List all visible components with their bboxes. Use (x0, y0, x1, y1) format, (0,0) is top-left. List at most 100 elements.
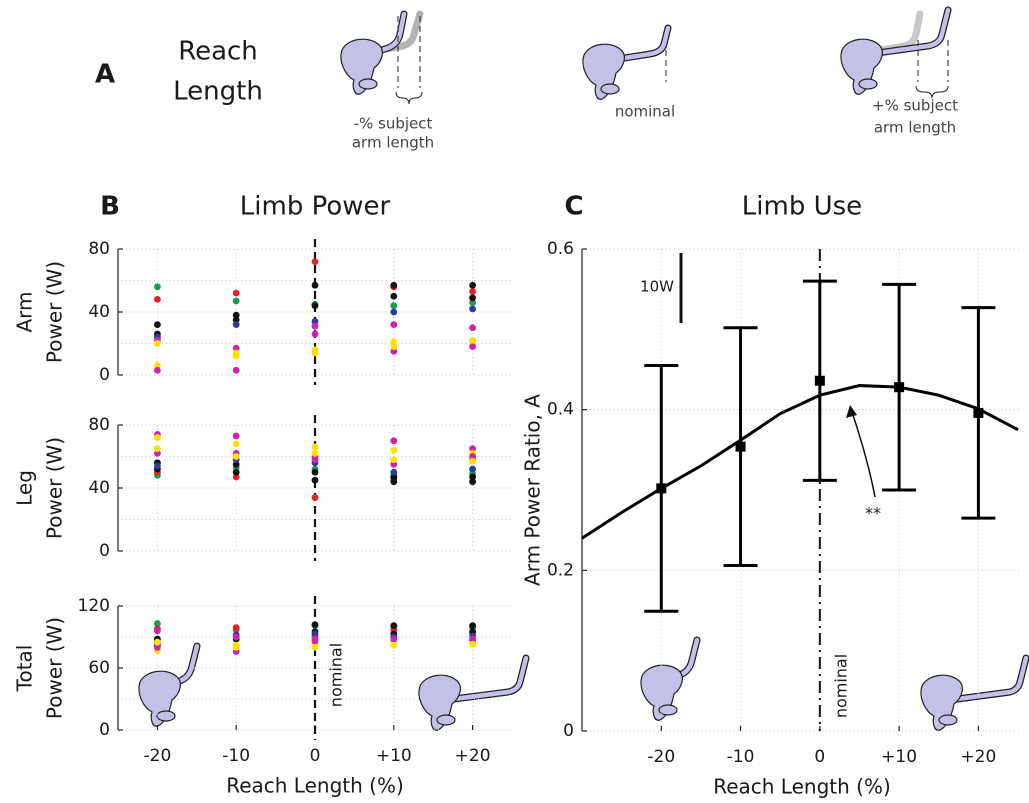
point (469, 622, 476, 630)
x-tick-label: -10 (727, 747, 755, 767)
point (390, 302, 398, 310)
point (390, 635, 398, 643)
x-tick-label: -10 (222, 746, 250, 766)
point (154, 296, 161, 303)
point (232, 344, 240, 352)
y-axis-label: Power (W) (43, 437, 67, 539)
caption: -% subject (354, 115, 433, 133)
point (469, 294, 476, 302)
y-tick-label: 80 (88, 239, 110, 259)
point (390, 281, 398, 289)
y-tick-label: 0 (99, 720, 110, 740)
panel-label: B (100, 192, 120, 222)
point (154, 643, 161, 651)
point (390, 456, 398, 464)
point (390, 460, 398, 468)
point (232, 624, 240, 632)
x-axis-label: Reach Length (%) (713, 775, 891, 799)
icon-short (138, 642, 201, 727)
y-tick-label: 0 (99, 541, 110, 561)
point (390, 478, 398, 486)
x-tick-label: +20 (455, 746, 491, 766)
point (469, 478, 476, 486)
y-tick-label: 60 (88, 658, 110, 678)
mean-marker (814, 375, 825, 386)
point (390, 347, 398, 355)
icon-nominal (582, 24, 672, 100)
y-tick-label: 0.2 (547, 560, 574, 580)
y-axis-label: Arm (13, 291, 37, 332)
point (311, 330, 319, 338)
point (390, 437, 398, 445)
y-tick-label: 120 (78, 596, 110, 616)
point (390, 292, 398, 300)
point (311, 258, 319, 265)
point (232, 311, 240, 319)
point (469, 281, 476, 289)
point (154, 449, 161, 457)
point (311, 468, 319, 476)
point (232, 316, 240, 324)
point (154, 434, 161, 441)
point (390, 446, 398, 454)
point (311, 281, 319, 289)
point (469, 305, 476, 313)
point (469, 640, 476, 648)
y-tick-label: 40 (88, 478, 110, 498)
mean-marker (735, 441, 746, 452)
point (311, 302, 319, 310)
point (390, 468, 398, 476)
annotation-arrowhead (846, 405, 857, 418)
point (469, 445, 476, 453)
panel-label: A (95, 60, 115, 90)
point (469, 324, 476, 332)
y-tick-label: 0 (99, 365, 110, 385)
y-tick-label: 80 (88, 415, 110, 435)
mean-marker (973, 407, 984, 418)
point (390, 338, 398, 346)
point (390, 308, 398, 316)
point (469, 299, 476, 306)
caption: nominal (615, 103, 675, 121)
y-axis-label: Power (W) (43, 617, 67, 719)
point (311, 637, 319, 645)
reference-label: nominal (327, 643, 346, 707)
point (232, 473, 240, 481)
y-tick-label: 0.4 (547, 400, 574, 420)
point (390, 473, 398, 481)
significance: ** (865, 504, 881, 523)
x-tick-label: 0 (814, 747, 825, 767)
x-tick-label: -20 (144, 746, 172, 766)
point (311, 643, 319, 651)
point (469, 457, 476, 465)
caption: arm length (874, 119, 956, 137)
heading-line: Reach (178, 37, 258, 67)
point (232, 321, 240, 328)
y-axis-label: Power (W) (43, 261, 67, 363)
mean-marker (656, 483, 667, 494)
heading-line: Length (173, 77, 263, 107)
point (154, 362, 161, 369)
point (311, 322, 319, 330)
point (390, 641, 398, 649)
y-tick-label: 0 (563, 721, 574, 741)
point (154, 366, 161, 374)
x-tick-label: +10 (881, 747, 917, 767)
icon-short (340, 10, 424, 105)
point (154, 445, 161, 453)
point (232, 352, 240, 360)
point (469, 473, 476, 481)
y-axis-label: Arm Power Ratio, A (521, 394, 545, 586)
x-tick-label: 0 (310, 746, 321, 766)
point (232, 468, 240, 476)
chart-title: Limb Use (742, 192, 862, 222)
point (390, 343, 398, 351)
point (232, 643, 240, 651)
point (390, 622, 398, 630)
point (232, 453, 240, 460)
point (311, 318, 319, 325)
point (154, 340, 161, 347)
point (469, 336, 476, 344)
icon-long (418, 654, 530, 731)
